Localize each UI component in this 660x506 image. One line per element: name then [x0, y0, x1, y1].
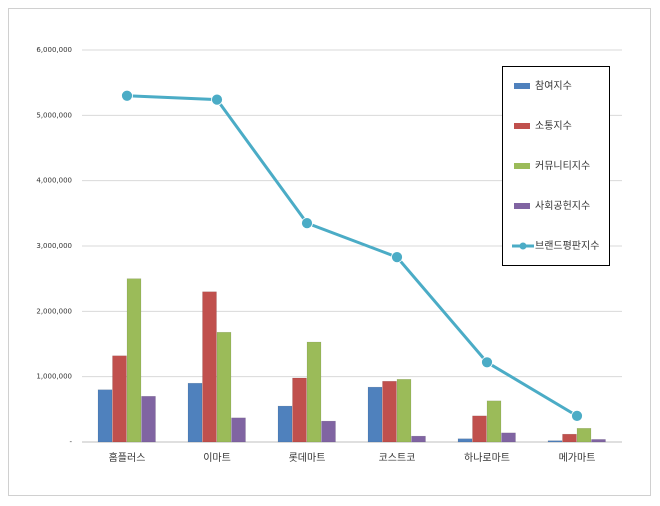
- bar: [202, 291, 217, 443]
- y-tick-label: 4,000,000: [36, 177, 72, 185]
- legend-box: [502, 66, 610, 266]
- bar: [547, 440, 563, 443]
- legend-swatch: [519, 242, 527, 250]
- x-tick-label: 이마트: [203, 452, 231, 464]
- legend-label: 브랜드평판지수: [535, 240, 599, 252]
- x-tick-label: 홈플러스: [109, 451, 146, 464]
- y-tick-label: -: [69, 438, 72, 446]
- bar: [112, 355, 127, 443]
- bar: [472, 415, 487, 443]
- legend-swatch: [514, 83, 530, 89]
- bar: [187, 382, 203, 443]
- y-tick-label: 6,000,000: [36, 46, 72, 54]
- legend-swatch: [514, 123, 530, 129]
- bar: [277, 405, 293, 443]
- bar: [486, 400, 502, 443]
- x-tick-label: 메가마트: [559, 452, 596, 464]
- bar: [216, 331, 232, 443]
- bar: [576, 428, 592, 443]
- legend-label: 커뮤니티지수: [535, 160, 590, 172]
- legend-label: 사회공헌지수: [535, 200, 590, 212]
- line-marker: [481, 356, 493, 369]
- y-tick-label: 1,000,000: [36, 373, 72, 381]
- x-tick-label: 하나로마트: [464, 451, 510, 464]
- line-marker: [571, 409, 583, 422]
- bar: [501, 432, 516, 443]
- line-marker: [211, 93, 223, 106]
- bar: [367, 386, 383, 443]
- bar: [306, 341, 322, 443]
- legend-label: 소통지수: [535, 120, 572, 132]
- y-tick-label: 2,000,000: [36, 307, 72, 315]
- y-tick-label: 5,000,000: [36, 111, 72, 119]
- line: [126, 94, 578, 418]
- bar: [382, 380, 397, 443]
- bar: [141, 396, 156, 443]
- bar: [231, 417, 246, 443]
- y-tick-label: 3,000,000: [36, 242, 72, 250]
- bar: [411, 435, 426, 443]
- bar: [591, 439, 606, 443]
- line-marker: [391, 251, 403, 264]
- legend-label: 참여지수: [535, 80, 572, 92]
- legend-swatch: [514, 163, 530, 169]
- line-marker: [301, 217, 313, 230]
- bar: [97, 389, 113, 443]
- bar: [126, 278, 142, 443]
- bar: [396, 379, 412, 443]
- bar: [457, 438, 473, 443]
- line-marker: [121, 89, 133, 102]
- x-tick-label: 코스트코: [379, 452, 416, 464]
- bar: [562, 433, 577, 443]
- bar: [292, 377, 307, 443]
- x-tick-label: 롯데마트: [289, 452, 326, 464]
- bar: [321, 420, 336, 443]
- legend-swatch: [514, 203, 530, 209]
